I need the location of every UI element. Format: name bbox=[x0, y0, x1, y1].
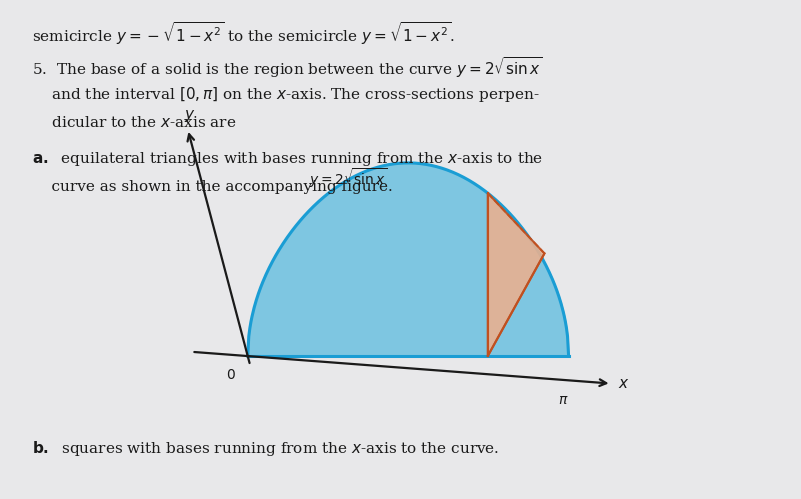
Text: $y$: $y$ bbox=[184, 108, 195, 124]
Text: 5.  The base of a solid is the region between the curve $y = 2\sqrt{\sin x}$: 5. The base of a solid is the region bet… bbox=[32, 55, 542, 80]
Text: $x$: $x$ bbox=[618, 377, 629, 391]
Text: $\pi$: $\pi$ bbox=[558, 393, 569, 407]
Text: $\mathbf{b.}$  squares with bases running from the $x$-axis to the curve.: $\mathbf{b.}$ squares with bases running… bbox=[32, 439, 499, 458]
Text: and the interval $[0, \pi]$ on the $x$-axis. The cross-sections perpen-: and the interval $[0, \pi]$ on the $x$-a… bbox=[32, 85, 540, 104]
Text: semicircle $y = -\sqrt{1-x^2}$ to the semicircle $y = \sqrt{1-x^2}$.: semicircle $y = -\sqrt{1-x^2}$ to the se… bbox=[32, 20, 455, 47]
Text: curve as shown in the accompanying figure.: curve as shown in the accompanying figur… bbox=[32, 180, 392, 194]
Text: $0$: $0$ bbox=[226, 368, 235, 382]
Text: $\mathbf{a.}$  equilateral triangles with bases running from the $x$-axis to the: $\mathbf{a.}$ equilateral triangles with… bbox=[32, 150, 543, 168]
Text: dicular to the $x$-axis are: dicular to the $x$-axis are bbox=[32, 115, 236, 130]
Text: $y = 2\sqrt{\sin x}$: $y = 2\sqrt{\sin x}$ bbox=[309, 166, 388, 190]
Polygon shape bbox=[488, 193, 545, 356]
